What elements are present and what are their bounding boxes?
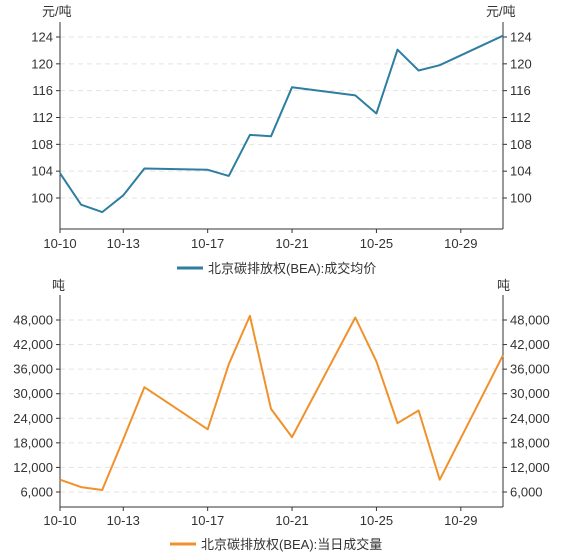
bottom-series-line xyxy=(59,314,504,491)
top-legend: 北京碳排放权(BEA):成交均价 xyxy=(177,261,376,276)
bottom-x-tick-labels: 10-10 10-13 10-17 10-21 10-25 10-29 xyxy=(43,507,477,528)
x-tick-label: 10-17 xyxy=(191,236,224,251)
y-tick-label-left: 36,000 xyxy=(13,362,53,377)
y-tick-label-left: 104 xyxy=(31,164,53,179)
y-tick-label-right: 42,000 xyxy=(510,337,550,352)
y-tick-label-left: 120 xyxy=(31,56,53,71)
top-right-unit-label: 元/吨 xyxy=(486,4,516,19)
y-tick-label-right: 108 xyxy=(510,137,532,152)
x-tick-label: 10-29 xyxy=(444,236,477,251)
y-tick-label-left: 30,000 xyxy=(13,386,53,401)
y-tick-label-right: 112 xyxy=(510,110,531,125)
x-tick-label: 10-21 xyxy=(275,513,308,528)
x-tick-label: 10-17 xyxy=(191,513,224,528)
y-tick-label-right: 36,000 xyxy=(510,362,550,377)
y-tick-label-right: 48,000 xyxy=(510,313,550,328)
bottom-right-unit-label: 吨 xyxy=(497,278,510,293)
x-tick-label: 10-10 xyxy=(43,513,76,528)
bottom-legend: 北京碳排放权(BEA):当日成交量 xyxy=(170,537,382,552)
y-tick-label-left: 18,000 xyxy=(13,435,53,450)
x-tick-label: 10-29 xyxy=(444,513,477,528)
top-chart: 元/吨 元/吨 100 100 104 104 108 108 112 112 116 116 12… xyxy=(31,4,531,276)
y-tick-label-right: 116 xyxy=(510,83,531,98)
bottom-legend-label: 北京碳排放权(BEA):当日成交量 xyxy=(201,537,382,552)
y-tick-label-right: 30,000 xyxy=(510,386,550,401)
top-series-line xyxy=(59,34,504,214)
x-tick-label: 10-21 xyxy=(275,236,308,251)
y-tick-label-left: 112 xyxy=(32,110,53,125)
y-tick-label-right: 24,000 xyxy=(510,411,550,426)
y-tick-label-left: 108 xyxy=(31,137,53,152)
x-tick-label: 10-13 xyxy=(107,513,140,528)
y-tick-label-left: 124 xyxy=(31,30,53,45)
y-tick-label-right: 104 xyxy=(510,164,532,179)
y-tick-label-left: 48,000 xyxy=(13,313,53,328)
x-tick-label: 10-25 xyxy=(360,236,393,251)
y-tick-label-left: 100 xyxy=(31,191,53,206)
top-x-tick-labels: 10-10 10-13 10-17 10-21 10-25 10-29 xyxy=(43,229,477,251)
y-tick-label-left: 6,000 xyxy=(20,485,53,500)
x-tick-label: 10-10 xyxy=(43,236,76,251)
top-gridlines xyxy=(60,36,503,199)
top-legend-label: 北京碳排放权(BEA):成交均价 xyxy=(208,261,376,276)
x-tick-label: 10-13 xyxy=(107,236,140,251)
bottom-chart: 吨 吨 6,000 6,000 12,000 12,000 18,000 18,000 24… xyxy=(13,278,550,552)
bottom-y-tick-labels: 6,000 6,000 12,000 12,000 18,000 18,000 24,000… xyxy=(13,313,550,500)
y-tick-label-left: 42,000 xyxy=(13,337,53,352)
x-tick-label: 10-25 xyxy=(360,513,393,528)
y-tick-label-right: 124 xyxy=(510,30,532,45)
y-tick-label-left: 116 xyxy=(32,83,53,98)
y-tick-label-left: 12,000 xyxy=(13,460,53,475)
y-tick-label-right: 100 xyxy=(510,191,532,206)
y-tick-label-right: 120 xyxy=(510,56,532,71)
bottom-left-unit-label: 吨 xyxy=(52,278,65,293)
y-tick-label-right: 18,000 xyxy=(510,435,550,450)
top-y-tick-labels: 100 100 104 104 108 108 112 112 116 116 120 120 124 1… xyxy=(31,30,531,206)
y-tick-label-right: 12,000 xyxy=(510,460,550,475)
top-left-unit-label: 元/吨 xyxy=(42,4,72,19)
y-tick-label-left: 24,000 xyxy=(13,411,53,426)
y-tick-label-right: 6,000 xyxy=(510,485,543,500)
